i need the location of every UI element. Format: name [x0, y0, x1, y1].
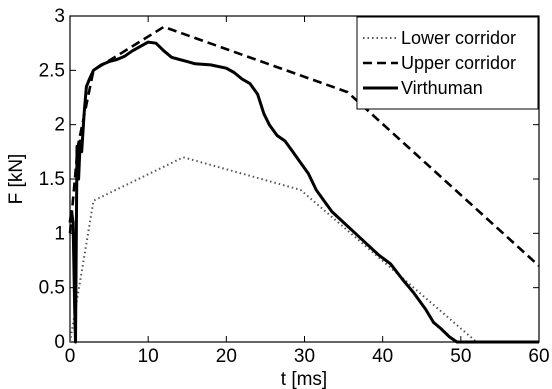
legend-box — [356, 16, 539, 110]
legend-label-upper-corridor: Upper corridor — [401, 53, 516, 73]
y-tick-label: 1 — [54, 223, 65, 244]
x-tick-label: 50 — [450, 346, 471, 367]
x-axis-label: t [ms] — [281, 369, 327, 389]
y-tick-label: 2 — [54, 115, 65, 136]
x-tick-labels: 0 10 20 30 40 50 60 — [65, 346, 550, 367]
y-tick-label: 3 — [54, 6, 65, 27]
legend: Lower corridor Upper corridor Virthuman — [356, 16, 539, 110]
series-line-virthuman — [68, 40, 539, 344]
y-tick-label: 0 — [54, 332, 65, 353]
x-tick-label: 20 — [216, 346, 237, 367]
legend-label-virthuman: Virthuman — [401, 78, 483, 98]
series-group — [68, 25, 540, 344]
series-line-lower-corridor — [69, 156, 478, 343]
x-tick-label: 30 — [294, 346, 315, 367]
x-tick-label: 40 — [372, 346, 393, 367]
y-tick-labels: 0 0.5 1 1.5 2 2.5 3 — [39, 6, 65, 353]
legend-label-lower-corridor: Lower corridor — [401, 28, 516, 48]
y-axis-label: F [kN] — [6, 154, 27, 205]
x-tick-label: 0 — [65, 346, 76, 367]
y-tick-label: 2.5 — [39, 60, 65, 81]
x-tick-label: 10 — [138, 346, 159, 367]
y-tick-label: 1.5 — [39, 169, 65, 190]
x-tick-label: 60 — [528, 346, 549, 367]
y-tick-label: 0.5 — [39, 278, 65, 299]
